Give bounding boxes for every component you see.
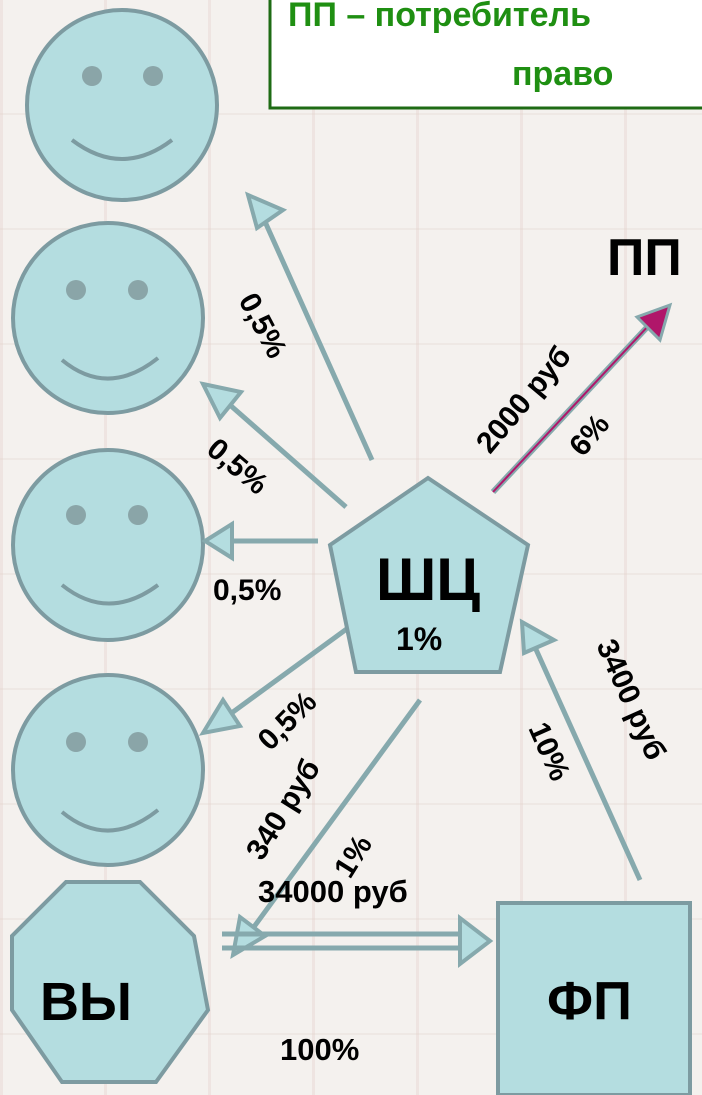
header-line1: ПП – потребитель bbox=[288, 0, 591, 34]
fp-to-center-percent: 10% bbox=[522, 717, 577, 785]
pp-label: ПП bbox=[607, 229, 682, 287]
you-to-fp-percent: 100% bbox=[280, 1032, 359, 1067]
smiley-1-percent: 0,5% bbox=[232, 288, 293, 364]
arrow-center-to-smiley-1 bbox=[244, 191, 375, 462]
arrow-center-to-smiley-3 bbox=[201, 520, 318, 562]
fp-to-center-amount: 3400 руб bbox=[590, 634, 672, 765]
smiley-1 bbox=[25, 8, 219, 202]
arrow-you-to-fp bbox=[222, 913, 494, 969]
smiley-2-percent: 0,5% bbox=[201, 432, 275, 501]
header-line2: право bbox=[512, 55, 613, 93]
center-to-pp-amount: 2000 руб bbox=[470, 340, 578, 459]
center-node: ШЦ 1% bbox=[327, 475, 531, 674]
header-box: ПП – потребитель право bbox=[268, 0, 702, 110]
you-label: ВЫ bbox=[40, 972, 132, 1032]
center-percent: 1% bbox=[396, 621, 442, 657]
you-to-fp-amount: 34000 руб bbox=[258, 874, 408, 909]
center-label: ШЦ bbox=[376, 546, 480, 613]
arrow-fp-to-center bbox=[519, 618, 643, 882]
smiley-3-percent: 0,5% bbox=[213, 574, 281, 607]
center-to-pp-percent: 6% bbox=[563, 408, 616, 462]
arrow-center-to-smiley-4 bbox=[198, 625, 350, 736]
smiley-4-percent: 0,5% bbox=[252, 685, 324, 757]
you-node: ВЫ bbox=[10, 880, 211, 1084]
fp-node: ФП bbox=[496, 901, 692, 1095]
fp-label: ФП bbox=[547, 971, 632, 1031]
arrow-center-to-pp bbox=[490, 302, 673, 495]
smiley-4 bbox=[11, 673, 205, 867]
arrow-center-to-smiley-2 bbox=[199, 381, 348, 509]
smiley-2 bbox=[11, 221, 205, 415]
smiley-3 bbox=[11, 448, 205, 642]
